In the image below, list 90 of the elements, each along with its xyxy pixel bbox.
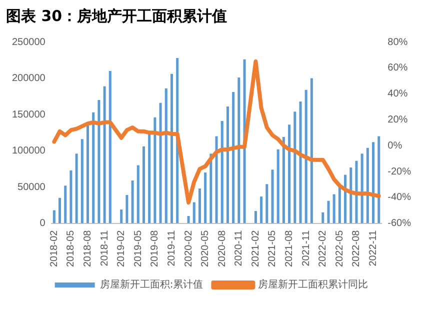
x-tick-label: 2018-05 [66, 230, 77, 268]
bar [192, 202, 196, 224]
y2-tick-label: -60% [388, 218, 412, 230]
y-tick-label: 150000 [12, 109, 46, 120]
y-tick-label: 0 [40, 218, 46, 230]
x-tick-label: 2021-02 [250, 230, 262, 268]
x-tick-label: 2022-05 [334, 230, 346, 268]
bar [310, 78, 313, 224]
bar [372, 142, 375, 224]
bar [294, 112, 296, 224]
bar [276, 149, 280, 224]
chart-title: 图表 30：房地产开工面积累计值 [6, 6, 228, 25]
x-tick-label: 2019-05 [132, 230, 144, 268]
bar [75, 154, 78, 224]
x-tick-label: 2021-11 [300, 230, 312, 266]
bar [98, 100, 100, 224]
y2-tick-label: 20% [388, 114, 408, 126]
x-tick-label: 2019-02 [116, 230, 128, 268]
bar [327, 200, 330, 224]
x-tick-label: 2022-02 [318, 230, 329, 268]
bar [86, 125, 90, 224]
bar [360, 154, 364, 224]
y2-tick-label: -40% [388, 192, 412, 204]
bar [64, 186, 67, 224]
bar [288, 124, 291, 224]
bar [215, 136, 218, 224]
bar [271, 170, 274, 224]
x-tick-label: 2019-11 [166, 230, 178, 266]
bar [254, 210, 257, 224]
bar [170, 74, 173, 224]
bar [378, 136, 380, 224]
bar [154, 117, 156, 224]
bar [232, 92, 235, 224]
bar [226, 106, 229, 224]
bar [220, 121, 224, 224]
x-tick-label: 2020-02 [183, 230, 194, 268]
bar [136, 165, 140, 224]
bar [131, 180, 134, 224]
x-tick-label: 2018-02 [48, 230, 60, 268]
y-tick-label: 200000 [12, 73, 46, 84]
bar [159, 102, 162, 224]
bar [355, 160, 358, 224]
bar [366, 148, 369, 224]
bar [164, 88, 168, 224]
x-tick-label: 2020-11 [234, 230, 245, 266]
bar [304, 90, 308, 224]
bar [187, 216, 190, 224]
x-tick-label: 2022-08 [351, 230, 362, 268]
bar [322, 212, 324, 224]
x-tick-label: 2022-11 [368, 230, 380, 266]
bar [148, 134, 151, 224]
bar [338, 186, 341, 224]
legend-label: 房屋新开工面积:累计值 [100, 278, 204, 291]
bar [266, 184, 268, 224]
bar [70, 170, 72, 224]
x-tick-label: 2021-08 [284, 230, 296, 268]
y-tick-label: 250000 [12, 36, 46, 48]
bar [332, 194, 336, 224]
bar [52, 210, 56, 224]
x-tick-label: 2021-05 [267, 230, 278, 268]
x-tick-label: 2019-08 [150, 230, 161, 268]
x-tick-label: 2018-11 [99, 230, 110, 266]
x-tick-label: 2020-08 [216, 230, 228, 268]
y2-tick-label: 0% [388, 140, 402, 152]
bar [120, 210, 123, 224]
x-tick-label: 2018-08 [82, 230, 94, 268]
x-tick-label: 2020-05 [200, 230, 212, 268]
bar [176, 58, 179, 224]
bar [260, 196, 263, 224]
legend-label: 房屋新开工面积累计同比 [258, 278, 368, 291]
bar [198, 188, 201, 224]
bar [210, 154, 212, 224]
bar [58, 198, 62, 224]
y-tick-label: 50000 [18, 182, 46, 193]
y2-tick-label: -20% [388, 166, 412, 178]
y2-tick-label: 60% [388, 62, 408, 74]
bar [92, 112, 95, 224]
bar [238, 78, 240, 224]
y2-tick-label: 40% [388, 88, 408, 100]
bar [80, 139, 84, 224]
bar [350, 167, 352, 224]
bar [126, 195, 128, 224]
bar [103, 86, 106, 224]
bar [282, 137, 285, 224]
y2-tick-label: 80% [388, 36, 408, 48]
bar [108, 71, 112, 224]
bar [204, 172, 207, 224]
bar [299, 101, 302, 224]
bar [142, 146, 145, 224]
y-tick-label: 100000 [12, 146, 46, 157]
